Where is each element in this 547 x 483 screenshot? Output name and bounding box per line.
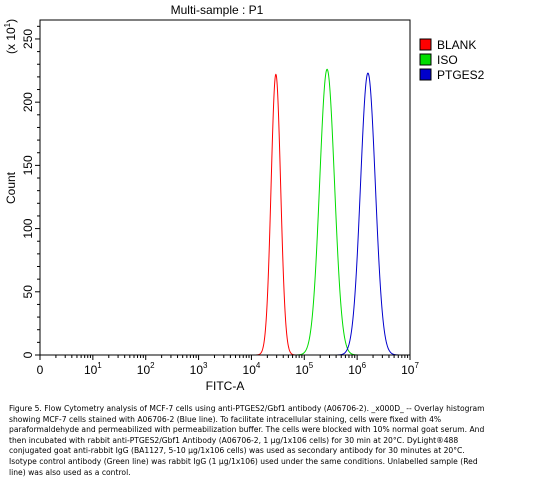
y-multiplier-close: ) [4, 19, 18, 23]
x-tick-exp: 7 [414, 361, 419, 370]
y-tick-label: 250 [21, 29, 35, 49]
x-tick-exp: 6 [362, 361, 367, 370]
legend-swatch-blank [419, 38, 432, 51]
legend-label-blank: BLANK [437, 38, 476, 52]
x-tick-base: 10 [84, 363, 98, 377]
x-tick-exp: 2 [150, 361, 155, 370]
x-tick-label: 105 [295, 361, 313, 377]
x-tick-label: 101 [84, 361, 102, 377]
x-tick-label: 103 [190, 361, 208, 377]
y-multiplier-exp: 1 [3, 22, 12, 27]
x-tick-base: 0 [37, 363, 44, 377]
y-axis-label: Count [4, 171, 18, 204]
series-curve-iso [295, 68, 358, 356]
y-tick-label: 200 [21, 92, 35, 112]
legend-label-ptges2: PTGES2 [437, 68, 485, 82]
y-tick-label: 150 [21, 155, 35, 175]
plot-frame [39, 19, 411, 356]
histogram-series [255, 68, 399, 356]
x-tick-label: 107 [401, 361, 419, 377]
y-axis-multiplier: (x 101) [3, 19, 18, 54]
chart-title: Multi-sample : P1 [171, 3, 264, 17]
legend-swatch-iso [419, 53, 432, 66]
x-tick-base: 10 [190, 363, 204, 377]
y-multiplier-base: (x 10 [4, 27, 18, 54]
x-tick-exp: 5 [309, 361, 314, 370]
y-tick-label: 0 [21, 351, 35, 358]
x-tick-label: 104 [243, 361, 261, 377]
flow-cytometry-histogram: Multi-sample : P1 (x 101) Count FITC-A 0… [3, 3, 485, 393]
series-curve-blank [255, 73, 296, 356]
x-tick-base: 10 [137, 363, 151, 377]
caption-line-5: conjugated goat anti-rabbit IgG (BA1127,… [9, 446, 465, 456]
x-tick-exp: 4 [256, 361, 261, 370]
x-tick-label: 106 [348, 361, 366, 377]
caption-line-1: Figure 5. Flow Cytometry analysis of MCF… [9, 404, 485, 413]
legend-label-iso: ISO [437, 53, 458, 67]
x-axis-label: FITC-A [206, 379, 245, 393]
caption-line-4: then incubated with rabbit anti-PTGES2/G… [9, 435, 459, 445]
caption-line-6: Isotype control antibody (Green line) wa… [9, 456, 478, 466]
y-tick-label: 100 [21, 218, 35, 238]
x-tick-label: 102 [137, 361, 155, 377]
figure-caption: Figure 5. Flow Cytometry analysis of MCF… [9, 404, 539, 478]
series-curve-ptges2 [336, 72, 399, 356]
x-tick-label: 0 [37, 363, 44, 377]
x-tick-base: 10 [401, 363, 415, 377]
y-tick-label: 50 [21, 285, 35, 299]
caption-line-3: paraformaldehyde and permeabilized with … [9, 425, 485, 435]
legend-swatch-ptges2 [419, 68, 432, 81]
x-tick-base: 10 [295, 363, 309, 377]
x-tick-base: 10 [243, 363, 257, 377]
x-tick-exp: 1 [97, 361, 102, 370]
x-tick-base: 10 [348, 363, 362, 377]
caption-line-7: line) was also used as a control. [9, 467, 131, 477]
x-tick-exp: 3 [203, 361, 208, 370]
caption-line-2: showing MCF-7 cells stained with A06706-… [9, 414, 442, 424]
